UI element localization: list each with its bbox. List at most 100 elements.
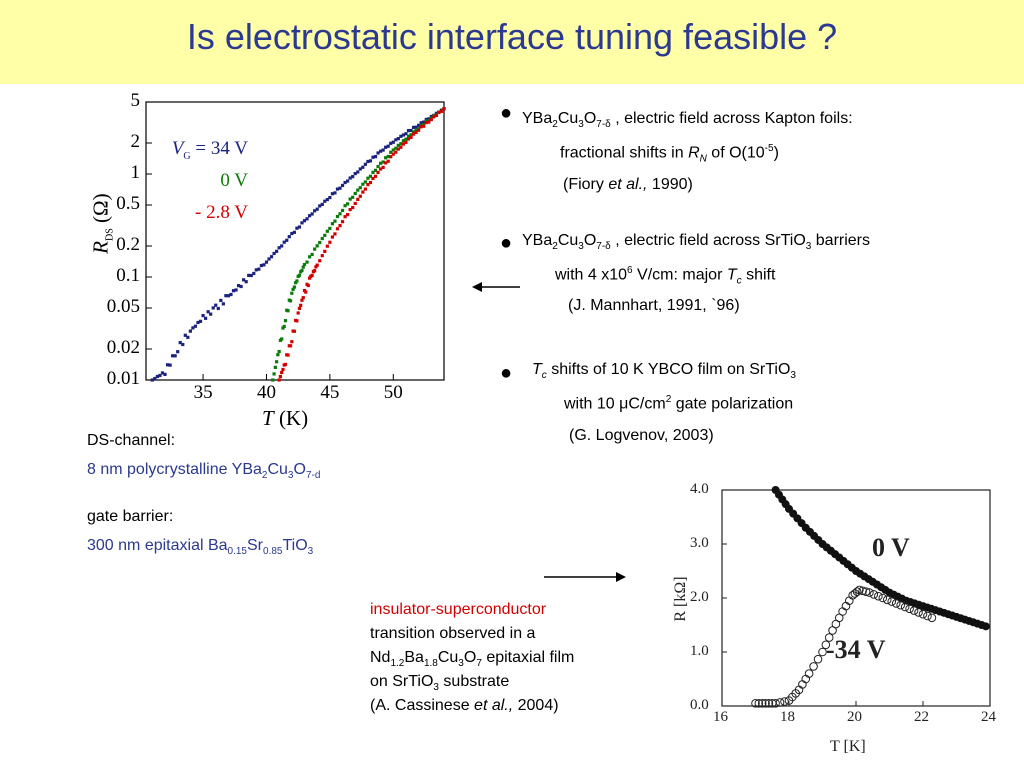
data-point: [404, 140, 408, 144]
data-point: [338, 223, 342, 228]
data-point: [288, 299, 293, 303]
data-point: [325, 244, 329, 248]
data-point: [366, 183, 370, 187]
data-point: [297, 273, 302, 277]
data-point: [311, 269, 315, 274]
data-point: [226, 294, 231, 298]
data-point: [264, 260, 269, 264]
data-point: [304, 290, 308, 294]
data-point: [864, 575, 873, 584]
data-point: [869, 590, 879, 599]
data-point: [442, 107, 446, 111]
data-point: [843, 560, 852, 569]
data-point: [401, 133, 406, 137]
left-y-tick-label: 5: [130, 90, 141, 111]
left-y-tick-label: 0.2: [116, 233, 140, 255]
note-line-1: insulator-superconductor: [370, 601, 547, 618]
data-point: [855, 585, 864, 595]
data-point: [283, 362, 288, 367]
data-point: [325, 197, 329, 202]
data-point: [814, 535, 823, 544]
data-point: [300, 221, 304, 225]
data-point: [376, 151, 380, 155]
data-point: [887, 597, 897, 606]
data-point: [330, 235, 335, 239]
right-plot-frame: [721, 489, 991, 707]
data-point: [417, 128, 421, 132]
data-point: [236, 284, 241, 288]
data-point: [300, 268, 304, 273]
right-y-tick-label: 0.0: [690, 697, 709, 713]
data-point: [914, 600, 923, 609]
data-point: [285, 353, 289, 357]
data-point: [411, 125, 416, 129]
left-plot-ylabel: RDS (Ω): [88, 193, 116, 254]
data-point: [424, 119, 428, 123]
right-y-tick-label: 2.0: [690, 589, 709, 605]
data-point: [909, 606, 919, 615]
data-point: [291, 329, 295, 333]
ds-channel-value: 8 nm polycrystalline YBa2Cu3O7-d: [87, 461, 321, 482]
data-point: [414, 125, 418, 129]
data-point: [948, 611, 957, 620]
data-point: [340, 220, 345, 224]
data-point: [315, 244, 319, 248]
data-point: [432, 115, 436, 119]
data-point: [356, 170, 360, 174]
data-point: [340, 208, 345, 213]
data-point: [366, 159, 370, 164]
data-point: [282, 324, 286, 329]
data-point: [229, 292, 233, 297]
data-point: [343, 204, 347, 208]
bullet-1-line-1: YBa2Cu3O7-δ , electric field across Kapt…: [522, 110, 853, 131]
data-point: [835, 553, 844, 562]
data-point: [969, 618, 978, 627]
data-point: [434, 113, 438, 117]
data-point: [774, 490, 783, 499]
data-point: [432, 114, 436, 118]
data-point: [282, 363, 286, 367]
data-point: [335, 214, 340, 219]
data-point: [775, 698, 785, 707]
data-point: [178, 341, 182, 345]
data-point: [323, 249, 327, 253]
data-point: [353, 191, 357, 196]
data-point: [414, 130, 418, 134]
data-point: [394, 138, 398, 142]
data-point: [923, 603, 932, 612]
data-point: [874, 591, 883, 601]
data-point: [158, 373, 162, 378]
data-point: [330, 192, 335, 196]
data-point: [761, 699, 770, 708]
data-point: [191, 326, 195, 330]
bullet-1-line-3: (Fiory et al., 1990): [563, 176, 693, 193]
bullet-dot-3: ●: [500, 362, 513, 384]
data-point: [204, 316, 208, 320]
data-point: [801, 674, 811, 684]
data-point: [891, 599, 901, 608]
data-point: [275, 360, 279, 364]
data-point: [299, 270, 303, 274]
left-plot-xlabel: T (K): [262, 406, 309, 430]
data-point: [885, 588, 894, 597]
data-point: [391, 140, 395, 144]
data-point: [285, 308, 289, 312]
data-point: [361, 165, 365, 169]
data-point: [906, 598, 915, 607]
data-point: [414, 128, 418, 133]
data-point: [286, 309, 290, 313]
bullet-3-line-3: (G. Logvenov, 2003): [569, 427, 714, 444]
data-point: [404, 132, 408, 136]
data-point: [781, 500, 790, 509]
data-point: [282, 240, 286, 244]
data-point: [356, 197, 360, 201]
data-point: [406, 129, 411, 133]
data-point: [272, 251, 276, 256]
title-bar: [0, 0, 1024, 84]
data-point: [785, 504, 793, 513]
data-point: [848, 591, 857, 600]
data-point: [877, 583, 886, 592]
bullet-dot-1: ●: [500, 102, 513, 124]
data-point: [882, 595, 892, 605]
note-line-2: transition observed in a: [370, 625, 536, 642]
